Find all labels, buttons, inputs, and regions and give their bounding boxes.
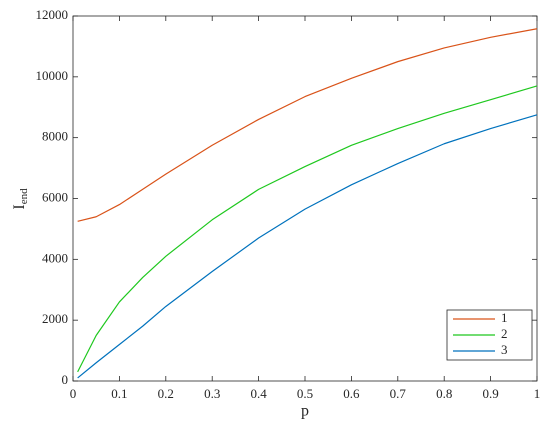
y-axis-label-sub: end bbox=[18, 188, 30, 204]
y-tick-label: 10000 bbox=[36, 68, 69, 83]
y-tick-label: 12000 bbox=[36, 7, 69, 22]
x-tick-label: 0.1 bbox=[111, 386, 127, 401]
x-tick-label: 0.5 bbox=[297, 386, 313, 401]
x-tick-label: 0 bbox=[70, 386, 77, 401]
x-axis-label: p bbox=[301, 403, 309, 420]
line bbox=[77, 114, 538, 379]
x-tick-label: 0.3 bbox=[204, 386, 220, 401]
x-tick-label: 0.9 bbox=[482, 386, 498, 401]
legend-label: 1 bbox=[501, 310, 508, 325]
legend-label: 2 bbox=[501, 326, 508, 341]
y-tick-label: 4000 bbox=[42, 250, 68, 265]
x-tick-label: 1 bbox=[534, 386, 541, 401]
y-axis-label-main: I bbox=[11, 204, 28, 209]
y-tick-label: 0 bbox=[62, 372, 69, 387]
x-tick-label: 0.7 bbox=[390, 386, 407, 401]
y-axis-label: Iend bbox=[11, 188, 30, 210]
x-tick-label: 0.4 bbox=[250, 386, 267, 401]
x-tick-label: 0.2 bbox=[158, 386, 174, 401]
x-tick-label: 0.8 bbox=[436, 386, 452, 401]
y-tick-label: 8000 bbox=[42, 129, 68, 144]
y-tick-label: 6000 bbox=[42, 189, 68, 204]
y-tick-label: 2000 bbox=[42, 311, 68, 326]
line bbox=[77, 85, 538, 373]
legend-label: 3 bbox=[501, 342, 508, 357]
line bbox=[77, 28, 538, 222]
x-tick-label: 0.6 bbox=[343, 386, 360, 401]
